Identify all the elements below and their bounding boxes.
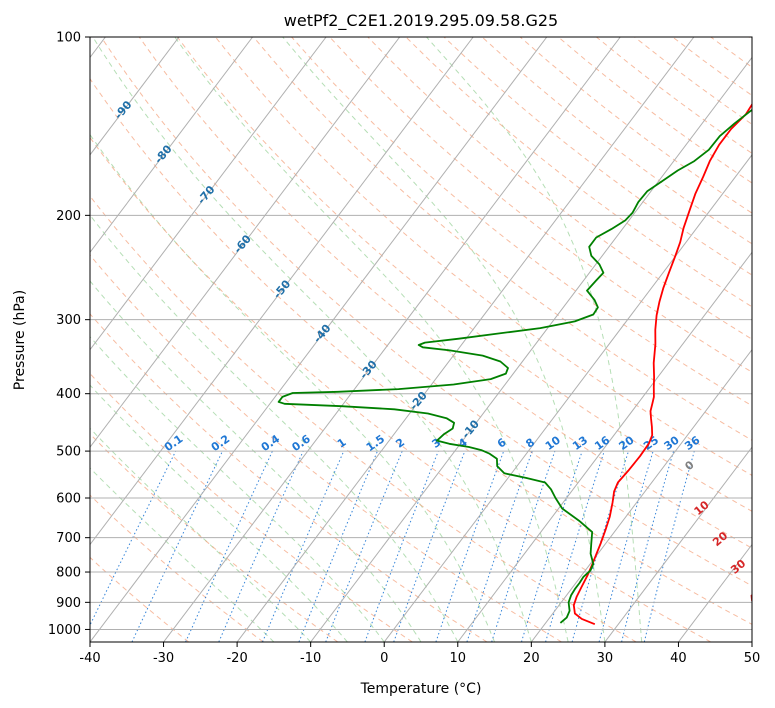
dry-adiabat-line	[90, 556, 190, 642]
plot-background	[90, 37, 752, 642]
dry-adiabats	[90, 37, 752, 642]
isotherm-line	[90, 37, 180, 156]
x-axis-title: Temperature (°C)	[360, 681, 482, 697]
mixing-ratio-line	[621, 450, 675, 642]
moist-adiabat-line	[174, 37, 569, 642]
isotherm-line	[310, 56, 752, 642]
x-tick-label: -20	[226, 651, 247, 666]
y-tick-label: 1000	[48, 623, 81, 638]
mixing-ratio-line	[521, 450, 583, 642]
dry-adiabat-line	[176, 37, 752, 512]
dry-adiabat-line	[90, 77, 752, 625]
y-tick-label: 300	[56, 313, 81, 328]
moist-adiabat-line	[90, 214, 459, 642]
y-axis-title: Pressure (hPa)	[12, 290, 28, 390]
pressure-gridlines	[90, 37, 752, 630]
dry-adiabat-line	[329, 37, 752, 373]
isotherm-line	[90, 37, 548, 642]
isotherm-line	[90, 37, 327, 351]
isotherm-line	[90, 37, 253, 254]
dry-adiabat-line	[405, 37, 752, 308]
dry-adiabat-line	[100, 37, 752, 587]
isotherm-line	[90, 37, 474, 546]
moist-adiabat-line	[426, 37, 643, 642]
x-tick-label: 10	[450, 651, 467, 666]
x-tick-label: 40	[670, 651, 687, 666]
y-tick-label: 800	[56, 566, 81, 581]
mixing-ratio-line	[571, 450, 629, 642]
x-tick-label: 30	[597, 651, 614, 666]
isotherm-line	[530, 348, 752, 642]
dry-adiabat-line	[90, 254, 562, 642]
mixing-ratio-line	[325, 450, 403, 642]
isotherm-line	[383, 154, 752, 642]
y-tick-label: 200	[56, 209, 81, 224]
mixing-ratio-line	[598, 450, 654, 642]
mixing-ratio-line	[262, 450, 345, 642]
mixing-ratio-line	[90, 450, 177, 627]
dry-adiabat-line	[90, 372, 413, 642]
dry-adiabat-line	[215, 37, 752, 476]
plot-area: -100-90-80-70-60-50-40-30-20-10 01020304…	[90, 37, 766, 642]
x-tick-label: -30	[153, 651, 174, 666]
x-tick-label: 50	[744, 651, 761, 666]
x-tick-label: 20	[523, 651, 540, 666]
isotherm-line	[90, 37, 401, 449]
x-tick-label: -10	[300, 651, 321, 666]
x-tick-label: -40	[79, 651, 100, 666]
dry-adiabat-line	[253, 37, 752, 441]
moist-adiabat-line	[282, 37, 606, 642]
y-tick-label: 500	[56, 445, 81, 460]
profile-line-2	[277, 108, 752, 624]
isotherm-line	[236, 37, 695, 642]
isotherm-line	[604, 446, 752, 642]
y-tick-label: 100	[56, 31, 81, 46]
dry-adiabat-line	[90, 433, 339, 642]
y-tick-label: 400	[56, 387, 81, 402]
x-axis-ticks: -40 -30 -20 -10 0 10 20 30 40 50	[79, 642, 760, 666]
mixing-ratio-line	[545, 450, 605, 642]
mixing-ratio-line	[466, 450, 533, 642]
isotherms	[90, 37, 752, 642]
y-tick-label: 700	[56, 531, 81, 546]
profile-line-1	[572, 102, 752, 626]
isotherm-line	[457, 251, 752, 642]
mixing-ratio-line	[435, 450, 505, 642]
moist-adiabat-line	[90, 467, 275, 642]
mixing-ratio-line	[298, 450, 378, 642]
moist-adiabat-line	[90, 133, 496, 642]
y-tick-label: 900	[56, 596, 81, 611]
plot-frame	[89, 36, 753, 643]
dry-adiabat-line	[90, 136, 712, 642]
mixing-ratio-line	[364, 450, 439, 642]
mixing-ratio-line	[491, 450, 556, 642]
dry-adiabat-label: 40	[746, 586, 766, 606]
chart-title: wetPf2_C2E1.2019.295.09.58.G25	[284, 11, 558, 31]
dry-adiabat-line	[90, 195, 637, 642]
profile-series	[277, 102, 752, 626]
mixing-ratio-line	[218, 450, 304, 642]
y-tick-label: 600	[56, 492, 81, 507]
y-axis-ticks: 100 200 300 400 500 600 700 800 900 1000	[48, 31, 90, 638]
x-tick-label: 0	[380, 651, 388, 666]
moist-adiabat-line	[90, 384, 348, 642]
isotherm-line	[163, 37, 621, 642]
